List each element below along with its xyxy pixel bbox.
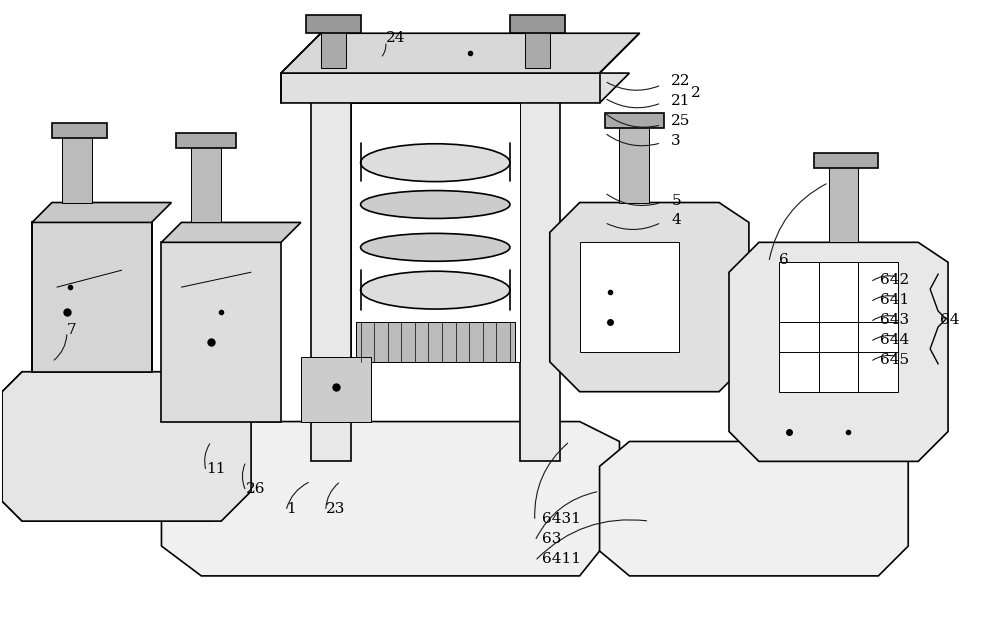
Polygon shape [161, 422, 619, 576]
Polygon shape [525, 19, 550, 68]
Text: 5: 5 [671, 193, 681, 207]
Text: 6411: 6411 [542, 552, 581, 566]
Text: 3: 3 [671, 134, 681, 148]
Polygon shape [311, 63, 351, 462]
Polygon shape [619, 123, 649, 202]
Text: 25: 25 [671, 114, 691, 128]
Polygon shape [321, 19, 346, 68]
Text: 21: 21 [671, 94, 691, 108]
Polygon shape [281, 33, 639, 73]
Text: 1: 1 [286, 502, 296, 516]
Text: 23: 23 [326, 502, 345, 516]
Ellipse shape [361, 191, 510, 218]
Text: 64: 64 [940, 313, 960, 327]
Text: 6: 6 [779, 253, 789, 267]
Text: 2: 2 [691, 86, 701, 100]
Text: 4: 4 [671, 213, 681, 227]
Polygon shape [779, 262, 898, 392]
Polygon shape [829, 162, 858, 242]
Text: 22: 22 [671, 74, 691, 88]
Polygon shape [161, 242, 281, 422]
Polygon shape [32, 222, 152, 372]
Ellipse shape [361, 271, 510, 309]
Text: 642: 642 [880, 273, 910, 287]
Polygon shape [281, 73, 629, 103]
Text: 644: 644 [880, 333, 910, 347]
Bar [510, 15, 565, 33]
Polygon shape [729, 242, 948, 462]
Text: 24: 24 [385, 31, 405, 45]
Polygon shape [2, 372, 251, 521]
Polygon shape [301, 357, 371, 422]
Polygon shape [600, 442, 908, 576]
Polygon shape [191, 143, 221, 222]
Text: 11: 11 [206, 462, 226, 476]
Text: 641: 641 [880, 293, 910, 307]
Polygon shape [356, 322, 515, 362]
Polygon shape [351, 103, 520, 362]
Bar [306, 15, 361, 33]
Bar [176, 133, 236, 148]
Text: 643: 643 [880, 313, 909, 327]
Polygon shape [62, 133, 92, 202]
Text: 6431: 6431 [542, 512, 581, 526]
Text: 7: 7 [67, 323, 77, 337]
Text: 63: 63 [542, 532, 561, 546]
Polygon shape [2, 372, 241, 521]
Ellipse shape [361, 144, 510, 182]
Polygon shape [32, 202, 171, 222]
Polygon shape [580, 242, 679, 352]
Polygon shape [161, 222, 301, 242]
Bar [605, 113, 664, 128]
Polygon shape [520, 63, 560, 462]
Text: 26: 26 [246, 482, 266, 496]
Bar [52, 123, 107, 138]
Bar [814, 153, 878, 168]
Polygon shape [550, 202, 749, 392]
Ellipse shape [361, 234, 510, 261]
Text: 645: 645 [880, 353, 909, 367]
